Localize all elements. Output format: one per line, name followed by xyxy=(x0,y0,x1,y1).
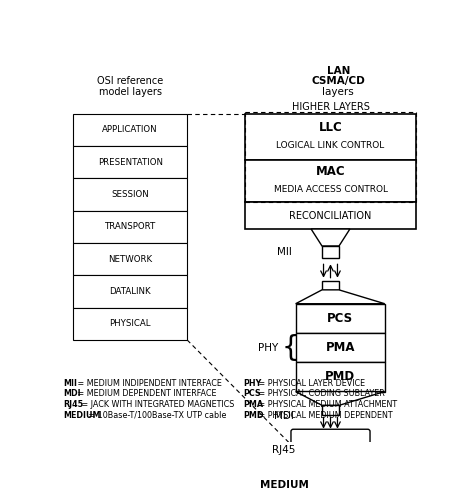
Text: PCS: PCS xyxy=(327,312,353,325)
Bar xyxy=(322,281,339,290)
Text: LAN: LAN xyxy=(327,66,350,76)
Text: = MEDIUM INDIPENDENT INTERFACE: = MEDIUM INDIPENDENT INTERFACE xyxy=(75,379,222,388)
Text: PCS: PCS xyxy=(244,389,262,398)
Text: = PHYSICAL MEDIUM ATTACHMENT: = PHYSICAL MEDIUM ATTACHMENT xyxy=(255,400,397,409)
Text: PRESENTATION: PRESENTATION xyxy=(98,158,163,166)
Text: LOGICAL LINK CONTROL: LOGICAL LINK CONTROL xyxy=(276,141,384,151)
Text: PHY: PHY xyxy=(257,342,278,352)
Bar xyxy=(73,211,187,243)
Text: PMA: PMA xyxy=(326,341,355,354)
Text: = PHYSICAL CODING SUBLAYER: = PHYSICAL CODING SUBLAYER xyxy=(255,389,384,398)
Bar xyxy=(73,243,187,275)
Text: PMA: PMA xyxy=(244,400,264,409)
Text: SESSION: SESSION xyxy=(111,190,149,199)
Text: MAC: MAC xyxy=(316,165,346,178)
Text: NETWORK: NETWORK xyxy=(108,254,152,263)
Bar xyxy=(73,308,187,340)
Bar xyxy=(245,202,416,229)
Text: = 10Base-T/100Base-TX UTP cable: = 10Base-T/100Base-TX UTP cable xyxy=(86,411,226,420)
Bar xyxy=(245,113,416,160)
Bar xyxy=(322,246,339,257)
Bar xyxy=(296,362,385,392)
Text: = JACK WITH INTEGRATED MAGNETICS: = JACK WITH INTEGRATED MAGNETICS xyxy=(79,400,234,409)
Bar xyxy=(73,275,187,308)
FancyBboxPatch shape xyxy=(291,429,370,471)
Text: LLC: LLC xyxy=(319,121,342,134)
Polygon shape xyxy=(296,290,385,304)
Text: MEDIA ACCESS CONTROL: MEDIA ACCESS CONTROL xyxy=(273,184,388,193)
Text: = PHYSICAL MEDIUM DEPENDENT: = PHYSICAL MEDIUM DEPENDENT xyxy=(255,411,392,420)
Text: PMD: PMD xyxy=(325,370,355,383)
Bar xyxy=(245,160,416,202)
Text: APPLICATION: APPLICATION xyxy=(102,125,158,134)
Text: OSI reference: OSI reference xyxy=(97,76,163,86)
Bar xyxy=(73,178,187,211)
Text: MII: MII xyxy=(276,247,292,257)
Text: RJ45: RJ45 xyxy=(272,445,296,455)
Text: HIGHER LAYERS: HIGHER LAYERS xyxy=(292,102,369,112)
Text: MEDIUM: MEDIUM xyxy=(260,481,309,491)
Text: MII: MII xyxy=(63,379,77,388)
Bar xyxy=(73,113,187,146)
Text: CSMA/CD: CSMA/CD xyxy=(311,76,365,86)
Text: RECONCILIATION: RECONCILIATION xyxy=(289,211,372,221)
Text: {: { xyxy=(282,333,299,362)
Text: = MEDIUM DEPENDENT INTERFACE: = MEDIUM DEPENDENT INTERFACE xyxy=(75,389,217,398)
Text: PHYSICAL: PHYSICAL xyxy=(109,319,151,328)
Text: MEDIUM: MEDIUM xyxy=(63,411,100,420)
Bar xyxy=(322,406,339,414)
Text: PHY: PHY xyxy=(244,379,262,388)
Text: TRANSPORT: TRANSPORT xyxy=(105,222,156,231)
Polygon shape xyxy=(311,229,350,246)
Text: layers: layers xyxy=(322,87,354,97)
Text: PMD: PMD xyxy=(244,411,264,420)
Bar xyxy=(296,333,385,362)
Text: RJ45: RJ45 xyxy=(63,400,83,409)
Bar xyxy=(296,304,385,333)
Polygon shape xyxy=(296,392,385,406)
Text: = PHYSICAL LAYER DEVICE: = PHYSICAL LAYER DEVICE xyxy=(255,379,365,388)
Text: MDI: MDI xyxy=(274,411,294,421)
Text: DATALINK: DATALINK xyxy=(109,287,151,296)
Text: model layers: model layers xyxy=(99,87,162,97)
Bar xyxy=(73,146,187,178)
Text: MDI: MDI xyxy=(63,389,81,398)
